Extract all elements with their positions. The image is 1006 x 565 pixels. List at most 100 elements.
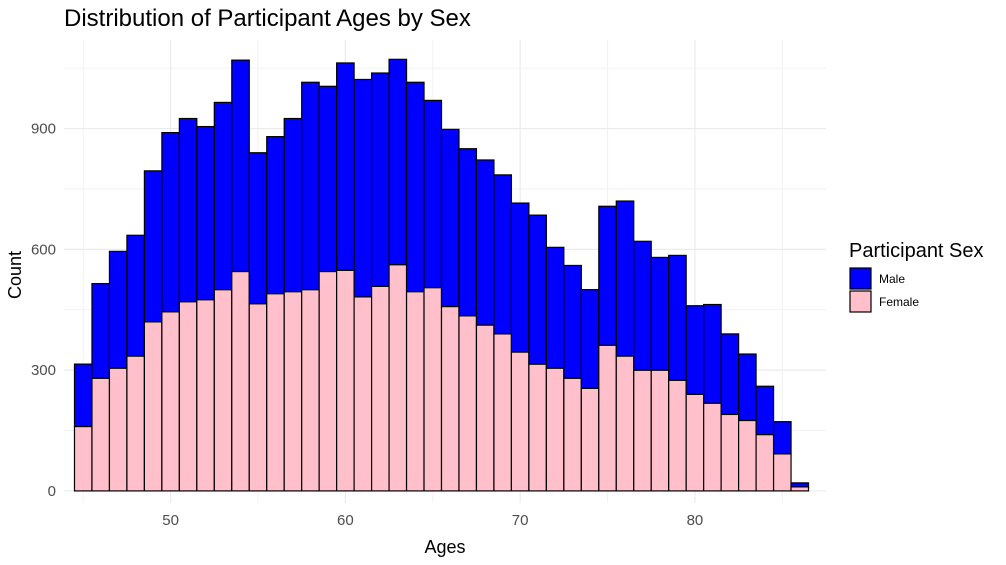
bar-male: [108, 250, 128, 369]
bar-female: [668, 379, 687, 492]
bar-female: [248, 303, 268, 492]
bar-male: [91, 282, 111, 379]
bar-female: [423, 287, 443, 492]
bar-male: [528, 214, 547, 365]
bar-female: [545, 367, 565, 492]
bar-female: [703, 402, 722, 492]
chart-title: Distribution of Participant Ages by Sex: [64, 5, 471, 32]
x-tick-label: 70: [512, 512, 529, 529]
legend-label-female: Female: [879, 295, 919, 309]
bar-male: [73, 363, 93, 428]
bar-male: [668, 254, 687, 381]
bar-male: [266, 136, 285, 295]
bar-female: [126, 355, 145, 492]
bar-male: [650, 256, 670, 371]
y-tick-label: 600: [31, 241, 56, 258]
bar-male: [196, 125, 215, 301]
bar-female: [301, 289, 320, 492]
bar-male: [772, 421, 792, 455]
bar-female: [580, 387, 600, 492]
bar-male: [475, 159, 495, 326]
x-tick-label: 80: [687, 512, 704, 529]
legend-swatch-male: [849, 267, 872, 290]
bar-female: [615, 355, 635, 492]
y-tick-label: 0: [48, 483, 56, 500]
bar-female: [475, 324, 495, 492]
bar-male: [161, 132, 180, 313]
legend-title: Participant Sex: [849, 240, 984, 262]
bar-male: [545, 246, 565, 369]
bar-female: [283, 291, 303, 492]
bars: [73, 58, 810, 492]
bar-male: [318, 85, 338, 273]
bar-female: [353, 296, 373, 492]
bar-female: [685, 393, 705, 492]
x-axis-ticks: 50 60 70 80: [162, 512, 703, 529]
bar-male: [720, 333, 740, 416]
bar-male: [790, 482, 810, 488]
bar-female: [440, 305, 460, 492]
y-tick-label: 300: [31, 362, 56, 379]
bar-female: [738, 419, 757, 492]
bar-male: [755, 385, 775, 436]
bar-male: [143, 170, 163, 323]
bar-male: [615, 200, 635, 357]
x-axis-title: Ages: [424, 537, 465, 557]
bar-male: [510, 202, 530, 353]
bar-male: [248, 152, 268, 305]
bar-female: [405, 291, 425, 492]
x-tick-label: 60: [337, 512, 354, 529]
bar-female: [213, 289, 233, 492]
bar-male: [283, 117, 303, 293]
bar-female: [720, 413, 740, 492]
bar-female: [266, 293, 285, 492]
bar-male: [213, 101, 233, 291]
bar-male: [370, 72, 390, 287]
bar-female: [528, 363, 547, 492]
bar-male: [685, 305, 705, 395]
bar-male: [423, 99, 443, 289]
y-axis-ticks: 0 300 600 900: [31, 121, 56, 500]
x-tick-label: 50: [162, 512, 179, 529]
bar-female: [161, 311, 180, 492]
bar-male: [405, 81, 425, 293]
legend-label-male: Male: [879, 272, 905, 286]
legend-swatch-female: [849, 290, 872, 313]
y-axis-title: Count: [5, 251, 25, 299]
bar-male: [388, 58, 408, 266]
bar-female: [178, 301, 198, 492]
bar-male: [178, 117, 198, 303]
bar-female: [91, 377, 111, 492]
bar-male: [738, 353, 757, 422]
bar-female: [772, 453, 792, 492]
bar-female: [650, 369, 670, 492]
bar-male: [493, 174, 513, 335]
bar-female: [755, 433, 775, 492]
bar-female: [633, 369, 652, 492]
bar-female: [458, 315, 478, 492]
bar-male: [598, 205, 617, 346]
bar-female: [493, 333, 513, 492]
bar-male: [353, 78, 373, 298]
legend: Participant Sex Male Female: [849, 240, 984, 313]
bar-male: [301, 81, 320, 291]
bar-female: [598, 344, 617, 492]
bar-male: [336, 62, 355, 271]
bar-male: [440, 128, 460, 308]
bar-female: [336, 269, 355, 492]
bar-female: [108, 367, 128, 492]
y-tick-label: 900: [31, 121, 56, 138]
bar-female: [370, 285, 390, 492]
bar-female: [318, 270, 338, 492]
bar-male: [563, 264, 582, 379]
bar-female: [510, 351, 530, 492]
bar-male: [458, 148, 478, 317]
bar-male: [231, 59, 250, 273]
bar-male: [580, 289, 600, 389]
bar-male: [703, 303, 722, 404]
bar-female: [790, 486, 810, 492]
bar-male: [633, 240, 652, 371]
bar-female: [231, 270, 250, 492]
bar-female: [143, 321, 163, 492]
